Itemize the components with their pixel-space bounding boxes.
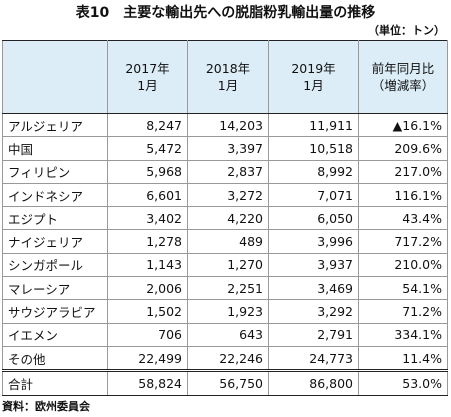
header-line: 前年同月比 xyxy=(371,61,435,76)
value-cell: 4,220 xyxy=(187,206,269,231)
table-row: マレーシア 2,006 2,251 3,469 54.1% xyxy=(2,276,448,301)
table-row: アルジェリア 8,247 14,203 11,911 ▲16.1% xyxy=(2,113,448,138)
value-cell: 2,837 xyxy=(187,160,269,184)
table-row: インドネシア 6,601 3,272 7,071 116.1% xyxy=(2,183,448,208)
value-cell: 1,502 xyxy=(107,299,188,324)
value-cell: 3,397 xyxy=(187,136,269,161)
row-label: 合計 xyxy=(2,369,108,396)
value-cell: 24,773 xyxy=(268,346,359,372)
value-cell: 217.0% xyxy=(358,160,448,184)
table-row: 合計 58,824 56,750 86,800 53.0% xyxy=(2,369,448,396)
header-row: 2017年 1月 2018年 1月 2019年 1月 前年同月比 （増減率） xyxy=(2,40,448,114)
value-cell: 209.6% xyxy=(358,136,448,161)
value-cell: 3,402 xyxy=(107,206,188,231)
table-row: イエメン 706 643 2,791 334.1% xyxy=(2,323,448,347)
value-cell: 22,246 xyxy=(187,346,269,372)
row-label: サウジアラビア xyxy=(2,299,108,324)
value-cell: 717.2% xyxy=(358,229,448,254)
table-row: 中国 5,472 3,397 10,518 209.6% xyxy=(2,136,448,161)
value-cell: 14,203 xyxy=(187,113,269,138)
row-label: ナイジェリア xyxy=(2,229,108,254)
value-cell: 3,292 xyxy=(268,299,359,324)
value-cell: 58,824 xyxy=(107,369,188,396)
row-label: その他 xyxy=(2,346,108,372)
value-cell: 3,937 xyxy=(268,253,359,278)
value-cell: 5,472 xyxy=(107,136,188,161)
row-label: シンガポール xyxy=(2,253,108,278)
value-cell: 3,996 xyxy=(268,229,359,254)
header-line: 1月 xyxy=(303,78,324,93)
value-cell: 71.2% xyxy=(358,299,448,324)
table-body: アルジェリア 8,247 14,203 11,911 ▲16.1% 中国 5,472 3,39… xyxy=(2,113,448,396)
row-label: 中国 xyxy=(2,136,108,161)
value-cell: 11,911 xyxy=(268,113,359,138)
row-label: アルジェリア xyxy=(2,113,108,138)
table: 2017年 1月 2018年 1月 2019年 1月 前年同月比 （増減率） アルジェリア 8,… xyxy=(2,40,448,396)
value-cell: 643 xyxy=(187,323,269,347)
value-cell: 2,251 xyxy=(187,276,269,301)
column-header: 前年同月比 （増減率） xyxy=(358,40,448,114)
value-cell: 8,247 xyxy=(107,113,188,138)
table-row: サウジアラビア 1,502 1,923 3,292 71.2% xyxy=(2,299,448,324)
title: 表10 主要な輸出先への脱脂粉乳輸出量の推移 xyxy=(75,5,376,21)
header-line: 1月 xyxy=(217,78,239,93)
header-line: 2019年 xyxy=(291,61,336,76)
value-cell: 10,518 xyxy=(268,136,359,161)
value-cell: 116.1% xyxy=(358,183,448,208)
value-cell: 1,270 xyxy=(187,253,269,278)
value-cell: 5,968 xyxy=(107,160,188,184)
unit: （単位：トン） xyxy=(368,24,445,37)
value-cell: 1,923 xyxy=(187,299,269,324)
value-cell: 3,469 xyxy=(268,276,359,301)
row-label: イエメン xyxy=(2,323,108,347)
value-cell: ▲16.1% xyxy=(358,113,448,138)
value-cell: 6,601 xyxy=(107,183,188,208)
table-row: フィリピン 5,968 2,837 8,992 217.0% xyxy=(2,160,448,184)
value-cell: 86,800 xyxy=(268,369,359,396)
row-label: マレーシア xyxy=(2,276,108,301)
row-label: インドネシア xyxy=(2,183,108,208)
table-row: その他 22,499 22,246 24,773 11.4% xyxy=(2,346,448,372)
value-cell: 54.1% xyxy=(358,276,448,301)
column-header: 2017年 1月 xyxy=(107,40,188,114)
column-header: 2019年 1月 xyxy=(268,40,359,114)
header-line: 2018年 xyxy=(205,61,251,76)
value-cell: 7,071 xyxy=(268,183,359,208)
table-row: シンガポール 1,143 1,270 3,937 210.0% xyxy=(2,253,448,278)
row-label: フィリピン xyxy=(2,160,108,184)
value-cell: 2,791 xyxy=(268,323,359,347)
table-row: ナイジェリア 1,278 489 3,996 717.2% xyxy=(2,229,448,254)
value-cell: 3,272 xyxy=(187,183,269,208)
value-cell: 210.0% xyxy=(358,253,448,278)
value-cell: 1,278 xyxy=(107,229,188,254)
corner-cell xyxy=(2,40,108,114)
value-cell: 334.1% xyxy=(358,323,448,347)
source: 資料：欧州委員会 xyxy=(2,400,90,413)
value-cell: 43.4% xyxy=(358,206,448,231)
value-cell: 489 xyxy=(187,229,269,254)
value-cell: 706 xyxy=(107,323,188,347)
value-cell: 2,006 xyxy=(107,276,188,301)
value-cell: 22,499 xyxy=(107,346,188,372)
table-row: エジプト 3,402 4,220 6,050 43.4% xyxy=(2,206,448,231)
header-line: 2017年 xyxy=(125,61,170,76)
value-cell: 11.4% xyxy=(358,346,448,372)
header-line: （増減率） xyxy=(371,78,435,93)
value-cell: 1,143 xyxy=(107,253,188,278)
value-cell: 53.0% xyxy=(358,369,448,396)
value-cell: 6,050 xyxy=(268,206,359,231)
value-cell: 56,750 xyxy=(187,369,269,396)
row-label: エジプト xyxy=(2,206,108,231)
value-cell: 8,992 xyxy=(268,160,359,184)
column-header: 2018年 1月 xyxy=(187,40,269,114)
header-line: 1月 xyxy=(137,78,158,93)
